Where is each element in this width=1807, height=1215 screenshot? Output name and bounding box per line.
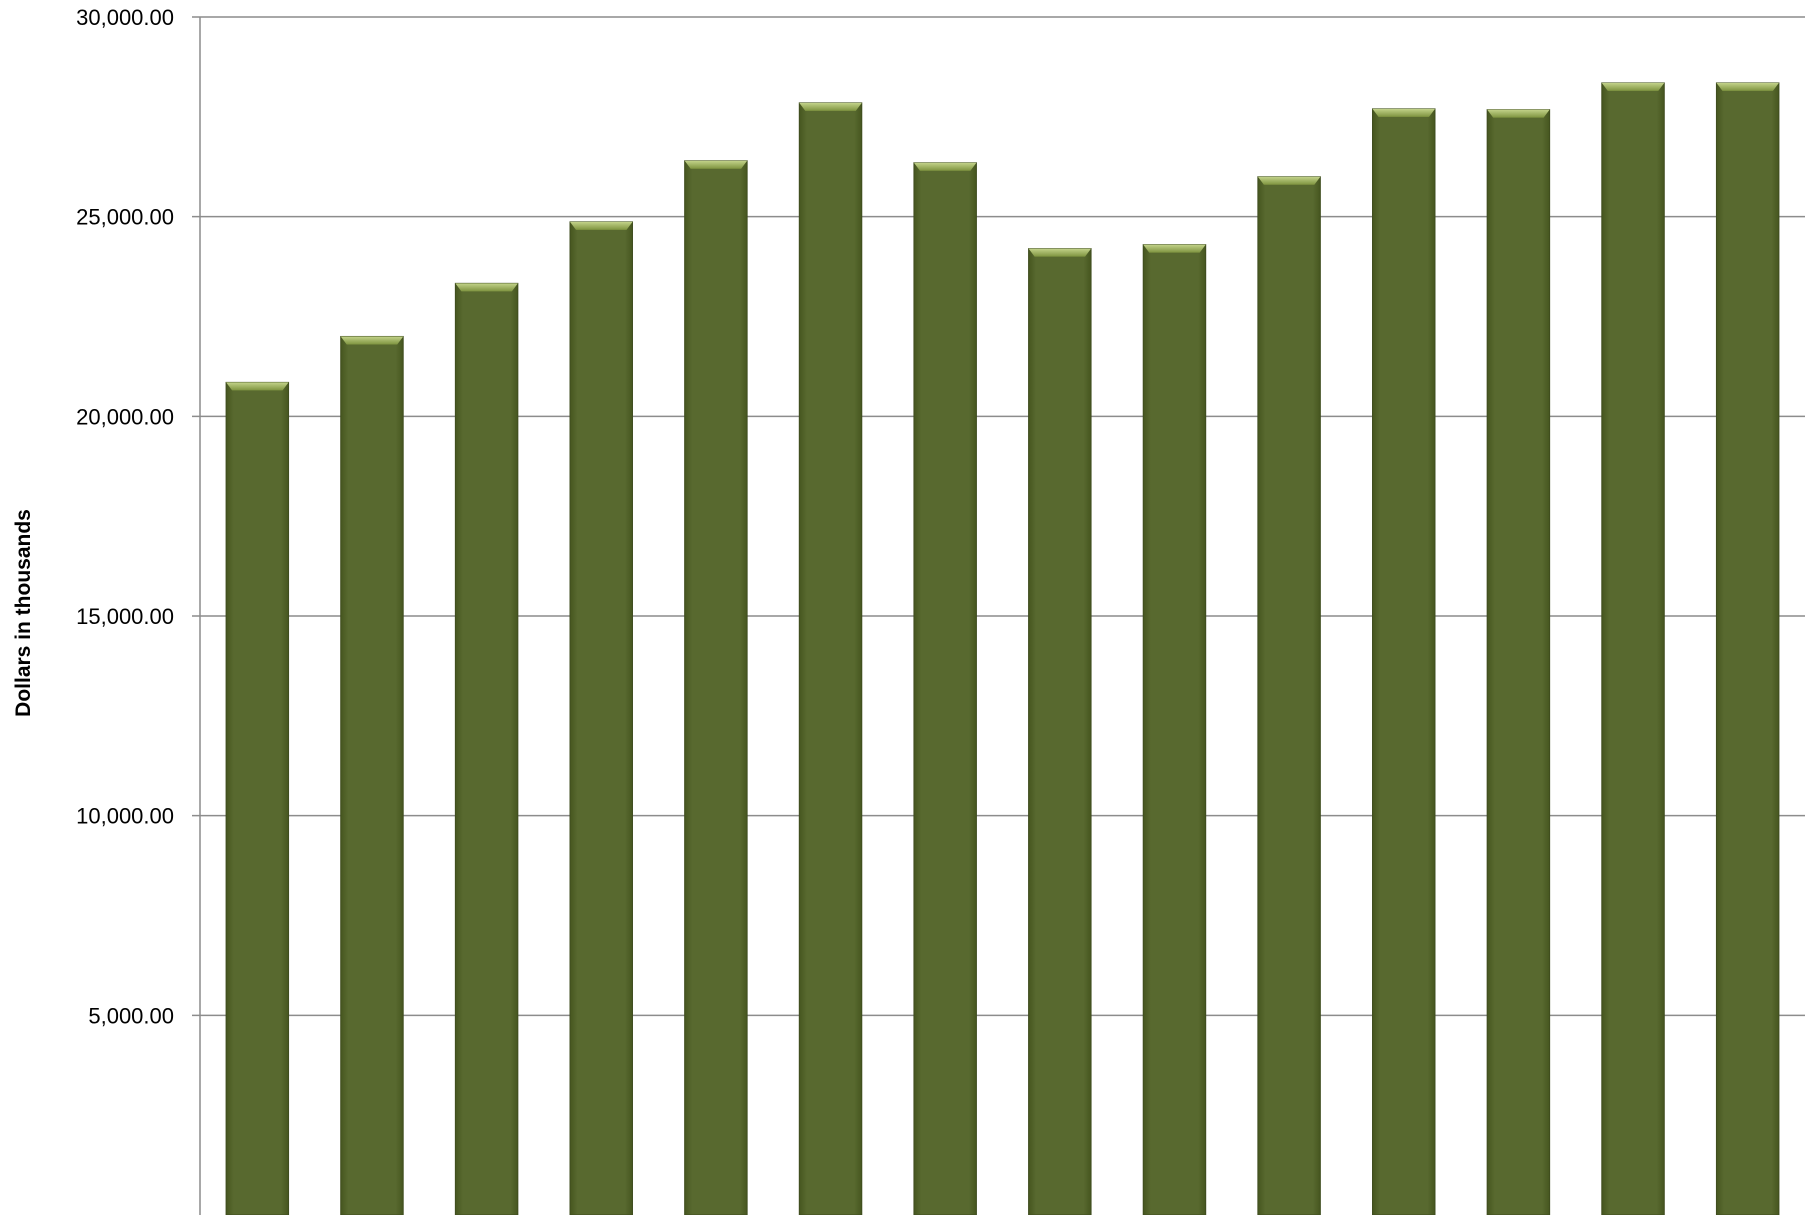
bar [684, 160, 748, 1215]
bar-top-bevel [1601, 82, 1665, 91]
bar-top-bevel [799, 102, 862, 111]
bar [913, 162, 977, 1215]
bar [1028, 248, 1092, 1215]
bar-body [1142, 244, 1207, 1215]
bar-body [684, 160, 748, 1215]
y-tick-label: 5,000.00 [88, 1003, 174, 1028]
y-tick-label: 10,000.00 [76, 804, 174, 829]
bar-top-bevel [1257, 176, 1321, 185]
bars [225, 82, 1780, 1215]
bar-top-bevel [913, 162, 977, 171]
bar-body [913, 162, 977, 1215]
bar-body [569, 221, 633, 1215]
bar-body [1486, 109, 1551, 1215]
y-tick-label: 30,000.00 [76, 5, 174, 30]
bar-body [1257, 176, 1321, 1215]
bar-body [1028, 248, 1092, 1215]
bar-body [798, 102, 863, 1215]
y-axis-title: Dollars in thousands [12, 509, 35, 717]
bar-top-bevel [226, 382, 289, 391]
bar-top-bevel [1487, 109, 1550, 118]
bar-body [1715, 82, 1780, 1215]
bar-top-bevel [570, 221, 633, 230]
y-tick-label: 15,000.00 [76, 604, 174, 629]
bar [1486, 109, 1551, 1215]
tick-labels: 5,000.00 10,000.00 15,000.00 20,000.00 25,00… [76, 5, 174, 1028]
bar-body [1601, 82, 1665, 1215]
bar [1142, 244, 1207, 1215]
bar [1372, 108, 1436, 1215]
bar-body [454, 282, 519, 1215]
bar [340, 335, 404, 1215]
bar-top-bevel [1143, 244, 1206, 253]
bar [225, 381, 290, 1215]
bar [798, 102, 863, 1215]
bar [1715, 82, 1780, 1215]
gridlines [192, 16, 1805, 1017]
bar [569, 221, 633, 1215]
bar-top-bevel [1716, 82, 1779, 91]
bar-top-bevel [1028, 248, 1092, 257]
bar-top-bevel [340, 336, 404, 345]
y-tick-label: 20,000.00 [76, 404, 174, 429]
bar-body [1372, 108, 1436, 1215]
bar [454, 282, 519, 1215]
bar-body [225, 381, 290, 1215]
bar [1257, 176, 1321, 1215]
bar-top-bevel [684, 160, 748, 169]
bar-body [340, 335, 404, 1215]
bar-top-bevel [1372, 108, 1435, 117]
bar-top-bevel [455, 283, 518, 292]
bar [1601, 82, 1665, 1215]
y-tick-label: 25,000.00 [76, 205, 174, 230]
